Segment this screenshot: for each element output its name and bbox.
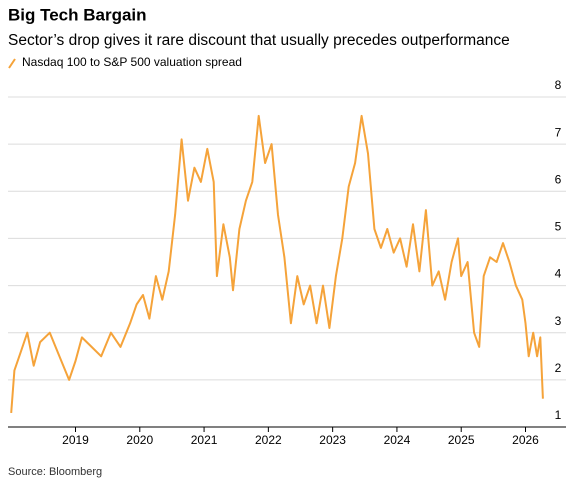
y-tick-label: 7 <box>555 125 562 139</box>
x-tick-label: 2023 <box>319 433 346 447</box>
x-tick-label: 2020 <box>126 433 153 447</box>
y-tick-label: 5 <box>555 220 562 234</box>
y-tick-label: 8 <box>555 78 562 92</box>
y-tick-label: 1 <box>555 408 562 422</box>
x-tick-label: 2022 <box>255 433 282 447</box>
y-tick-label: 6 <box>555 172 562 186</box>
y-tick-label: 4 <box>555 267 562 281</box>
y-tick-label: 3 <box>555 314 562 328</box>
x-tick-label: 2026 <box>512 433 539 447</box>
x-tick-label: 2024 <box>384 433 411 447</box>
data-line <box>10 114 544 413</box>
source: Source: Bloomberg <box>8 466 102 478</box>
y-tick-label: 2 <box>555 361 562 375</box>
chart-subtitle: Sector’s drop gives it rare discount tha… <box>8 32 510 49</box>
legend-swatch <box>8 58 16 69</box>
x-tick-label: 2019 <box>62 433 89 447</box>
legend-label: Nasdaq 100 to S&P 500 valuation spread <box>22 55 242 69</box>
x-tick-label: 2025 <box>448 433 475 447</box>
x-tick-label: 2021 <box>191 433 218 447</box>
chart-title: Big Tech Bargain <box>8 5 147 24</box>
